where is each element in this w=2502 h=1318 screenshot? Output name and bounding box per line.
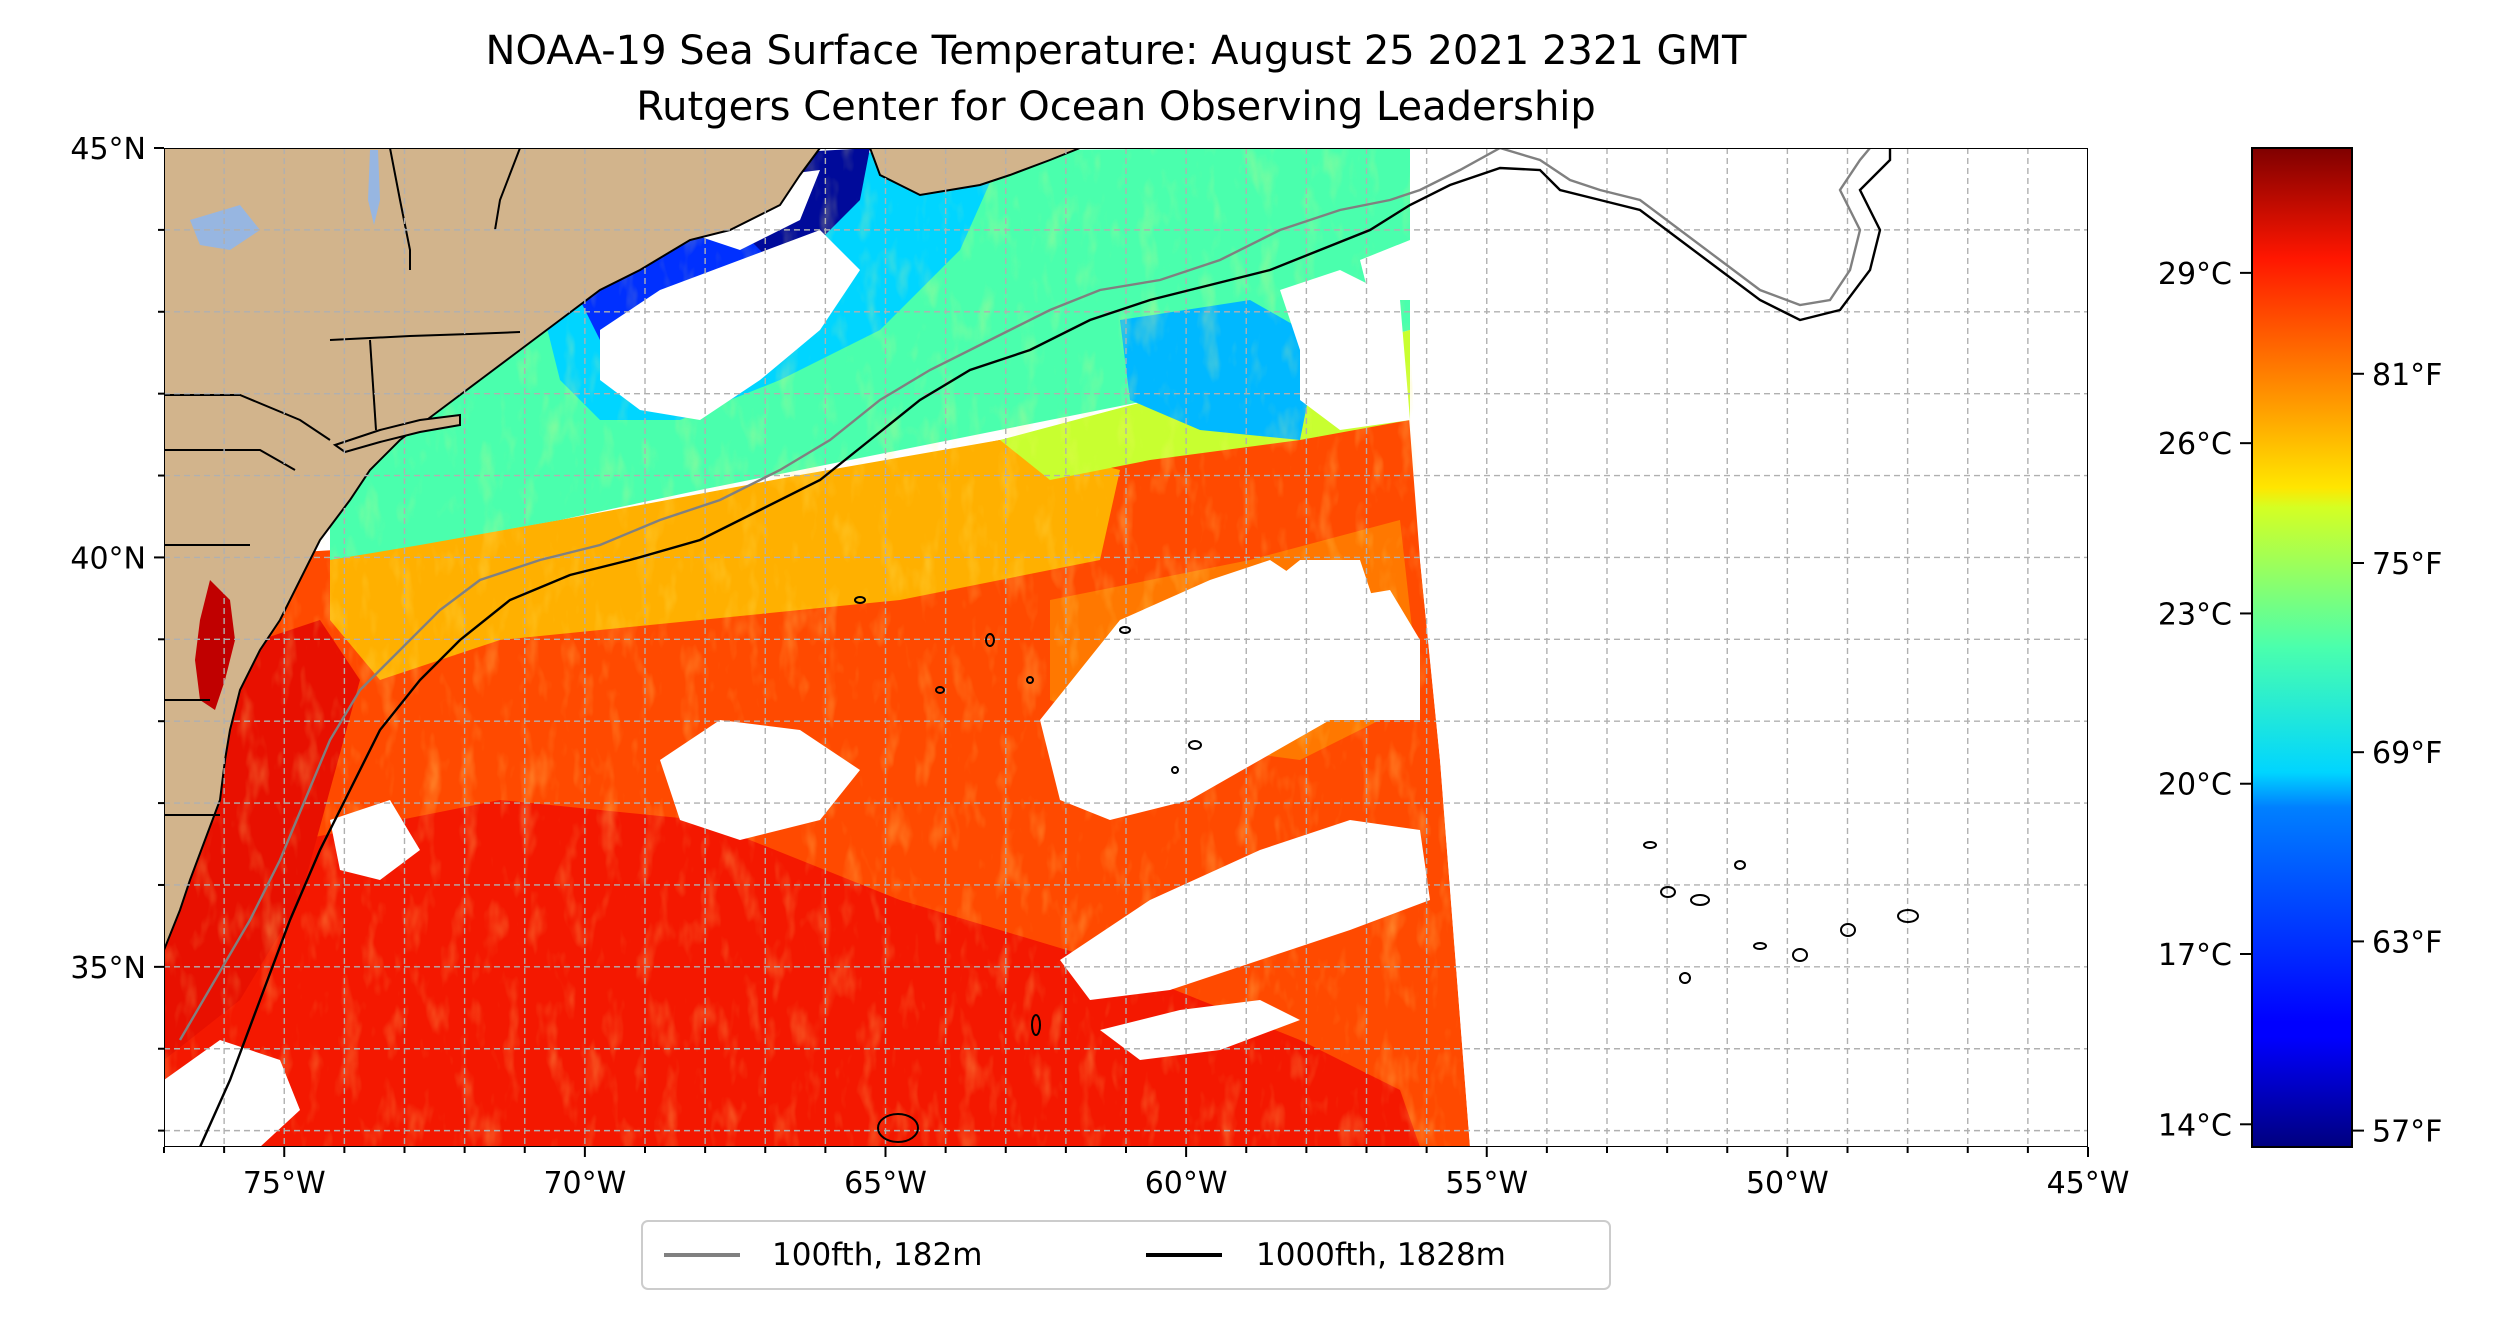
legend-label-1000fth: 1000fth, 1828m [1256, 1237, 1506, 1273]
colorbar-celsius-label: 20°C [2158, 768, 2232, 803]
seamount-6 [1171, 766, 1179, 774]
seamounts [854, 596, 1919, 1143]
legend-label-100fth: 100fth, 182m [772, 1237, 982, 1273]
land-long-island [332, 413, 461, 454]
x-tick-label: 75°W [243, 1166, 326, 1201]
lake-champlain [368, 150, 380, 225]
border-vt-nh [389, 148, 411, 270]
cloud-east-scotian [1360, 240, 1410, 300]
cloud-south-small [1100, 1000, 1300, 1060]
seamount-11 [1690, 894, 1710, 906]
seamount-9 [1734, 860, 1746, 870]
colorbar-celsius-label: 26°C [2158, 427, 2232, 462]
seamount-13 [1753, 942, 1767, 950]
colorbar-celsius-label: 17°C [2158, 938, 2232, 973]
seamount-14 [1792, 948, 1808, 962]
cloud-mask [164, 170, 1430, 1147]
x-tick-label: 45°W [2047, 1166, 2130, 1201]
x-tick-label: 70°W [543, 1166, 626, 1201]
colorbar-celsius-label: 14°C [2158, 1108, 2232, 1143]
land-us-coast [164, 148, 822, 951]
no-data-region [1410, 148, 2088, 1147]
cloud-south-band [1060, 820, 1430, 1000]
land-nova-scotia [868, 148, 1081, 197]
seamount-17 [1031, 1014, 1041, 1036]
state-borders [164, 148, 521, 816]
contour-100fth [178, 148, 1501, 1041]
colorbar-fahrenheit-label: 63°F [2372, 925, 2442, 960]
border-ct-ri [369, 339, 377, 431]
border-ny-nj [164, 394, 331, 441]
border-nh-me [494, 148, 521, 231]
cloud-north-east [1280, 270, 1410, 430]
x-axis: 75°W 70°W 65°W 60°W 55°W 50°W 45°W [163, 1147, 2130, 1201]
map-area [164, 148, 2088, 1147]
lake-upstate [190, 205, 260, 250]
x-tick-label: 55°W [1445, 1166, 1528, 1201]
legend-box [641, 1220, 1611, 1290]
y-tick-label: 40°N [70, 541, 146, 576]
seamount-1 [854, 596, 866, 604]
seamount-2 [985, 633, 995, 647]
colorbar-fahrenheit-ticks: 57°F 63°F 69°F 75°F 81°F [2352, 358, 2442, 1150]
colorbar-celsius-label: 29°C [2158, 257, 2232, 292]
colorbar: 14°C 17°C 20°C 23°C 26°C 29°C 57°F 63°F 69°F 75°… [2158, 147, 2442, 1150]
seamount-8 [1643, 841, 1657, 849]
map-title: NOAA-19 Sea Surface Temperature: August … [486, 28, 1747, 74]
y-tick-label: 45°N [70, 132, 146, 167]
seamount-15 [1840, 923, 1856, 937]
seamount-16 [1897, 909, 1919, 923]
y-tick-label: 35°N [70, 951, 146, 986]
y-axis: 45°N 40°N 35°N [70, 132, 164, 1132]
border-ma-north [329, 331, 521, 341]
cloud-southwest [164, 1040, 300, 1147]
colorbar-celsius-label: 23°C [2158, 597, 2232, 632]
cloud-gulf-of-maine [600, 230, 860, 420]
x-tick-label: 60°W [1145, 1166, 1228, 1201]
chesapeake-bay [195, 580, 235, 710]
colorbar-fahrenheit-label: 57°F [2372, 1115, 2442, 1150]
colorbar-fahrenheit-label: 81°F [2372, 358, 2442, 393]
cloud-center [660, 720, 860, 840]
cloud-east-mid [1250, 560, 1380, 640]
cloud-west-small [330, 800, 420, 880]
seamount-3 [935, 686, 945, 694]
x-tick-label: 50°W [1746, 1166, 1829, 1201]
seamount-5 [1188, 740, 1202, 750]
map-subtitle: Rutgers Center for Ocean Observing Leade… [636, 84, 1596, 130]
bermuda [877, 1113, 919, 1143]
contour-100fth-east [1499, 148, 1871, 307]
seamount-4 [1119, 626, 1131, 634]
seamount-12 [1679, 972, 1691, 984]
seamount-7 [1026, 676, 1034, 684]
graticule [164, 148, 2088, 1147]
colorbar-fahrenheit-label: 69°F [2372, 736, 2442, 771]
land [164, 148, 1081, 951]
legend: 100fth, 182m 1000fth, 1828m [641, 1220, 1611, 1290]
seamount-10 [1660, 886, 1676, 898]
contour-1000fth [198, 148, 1892, 1147]
colorbar-fahrenheit-label: 75°F [2372, 547, 2442, 582]
colorbar-celsius-ticks: 14°C 17°C 20°C 23°C 26°C 29°C [2158, 257, 2252, 1143]
x-tick-label: 65°W [844, 1166, 927, 1201]
border-ny-pa [164, 449, 296, 471]
colorbar-gradient [2251, 147, 2353, 1148]
